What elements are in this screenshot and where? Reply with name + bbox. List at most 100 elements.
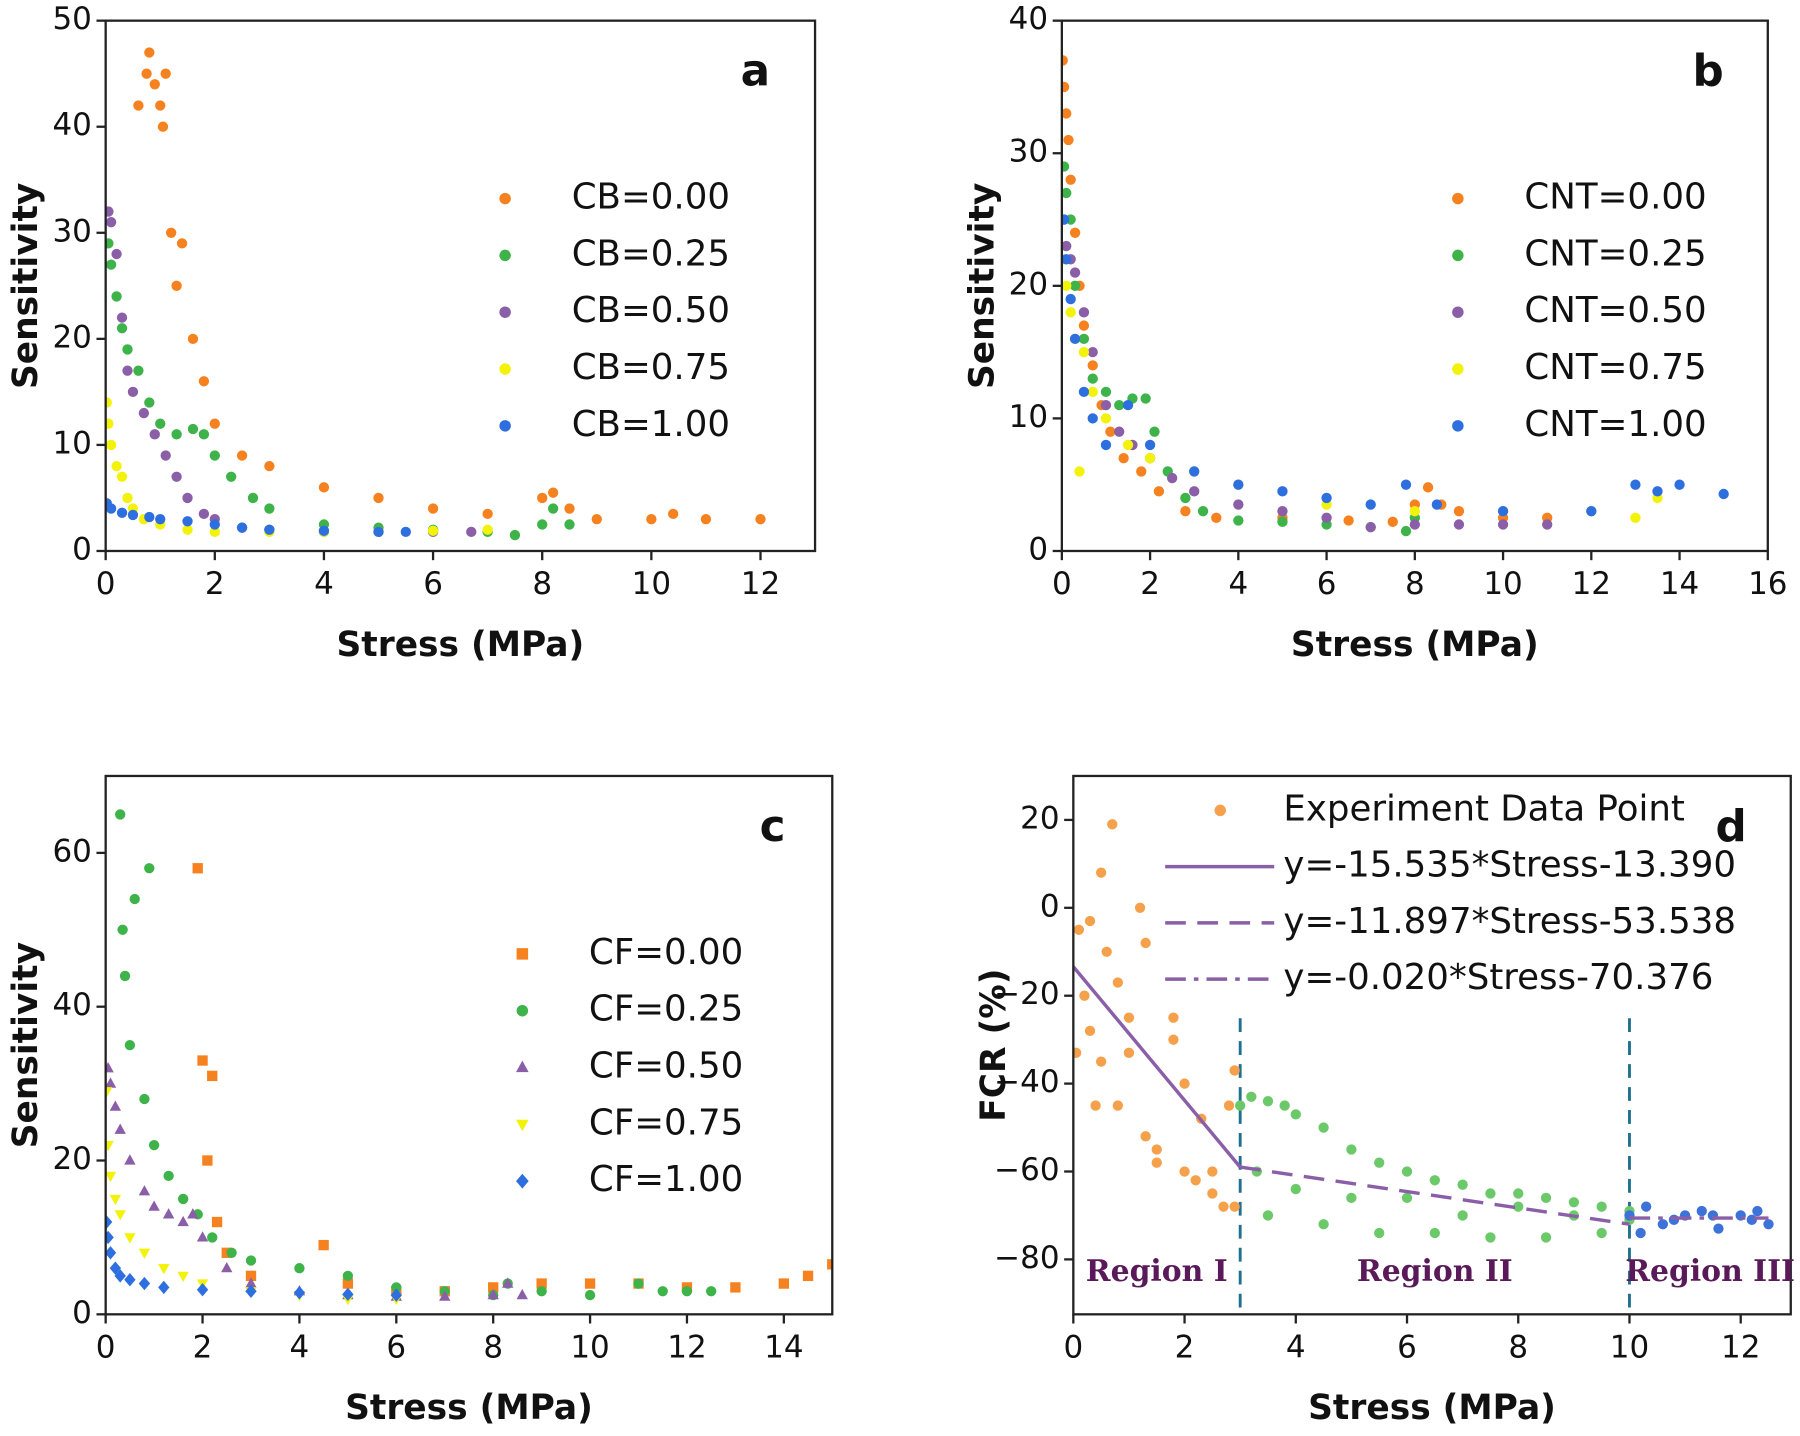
data-point — [245, 1255, 257, 1266]
data-point — [192, 863, 203, 874]
data-point — [1400, 525, 1412, 537]
y-tick-label: 40 — [52, 987, 91, 1023]
legend-label: CF=0.75 — [589, 1102, 743, 1143]
legend-label: CNT=0.00 — [1524, 177, 1706, 218]
data-point — [111, 291, 122, 302]
data-point — [646, 513, 657, 525]
data-point — [105, 397, 112, 408]
data-point — [197, 1055, 208, 1066]
data-point — [1061, 161, 1070, 172]
y-tick-label: 10 — [1009, 399, 1048, 435]
data-point — [584, 1289, 596, 1301]
data-point — [247, 492, 259, 504]
region-label: Region II — [1357, 1254, 1513, 1289]
data-point — [1084, 1025, 1096, 1037]
data-point — [1078, 386, 1090, 398]
panel-label: b — [1692, 46, 1723, 96]
data-point — [105, 259, 117, 270]
data-point — [160, 68, 171, 79]
data-point — [1100, 399, 1112, 411]
data-point — [1457, 1179, 1468, 1190]
data-point — [1718, 488, 1729, 500]
data-point — [155, 513, 166, 525]
data-point — [1752, 1205, 1763, 1217]
data-point — [236, 522, 248, 533]
data-point — [1374, 1157, 1385, 1168]
data-point — [1189, 486, 1200, 497]
data-point — [144, 511, 155, 523]
data-point — [1540, 1192, 1552, 1204]
legend-swatch — [499, 249, 511, 262]
x-tick-label: 12 — [667, 1329, 706, 1365]
data-point — [1497, 506, 1509, 517]
data-point — [138, 1276, 151, 1291]
x-tick-label: 0 — [1063, 1329, 1083, 1365]
data-point — [391, 1282, 402, 1293]
data-point — [1095, 1056, 1107, 1067]
data-point — [547, 503, 559, 514]
y-tick-label: 20 — [52, 1141, 91, 1177]
data-point — [122, 365, 133, 376]
data-point — [1387, 516, 1398, 527]
x-tick-label: 8 — [532, 566, 552, 602]
data-point — [1166, 472, 1178, 484]
data-point — [155, 100, 166, 111]
data-point — [127, 509, 139, 521]
data-point — [730, 1282, 741, 1293]
x-tick-label: 0 — [96, 566, 116, 602]
data-point — [1223, 1100, 1235, 1111]
legend-swatch — [516, 1060, 529, 1073]
data-point — [129, 893, 140, 905]
data-point — [148, 1200, 160, 1211]
axes-frame — [104, 774, 834, 1316]
data-point — [187, 333, 199, 345]
data-point — [111, 248, 122, 260]
data-point — [116, 323, 128, 334]
data-point — [1229, 1201, 1240, 1212]
data-point — [264, 460, 275, 472]
plot-area — [105, 809, 833, 1306]
data-point — [466, 526, 477, 538]
data-point — [115, 809, 126, 820]
data-point — [657, 1286, 668, 1297]
y-tick-label: 0 — [72, 1295, 92, 1331]
data-point — [1211, 512, 1222, 524]
data-point — [221, 1261, 233, 1273]
data-point — [1069, 267, 1081, 278]
data-point — [116, 471, 128, 482]
data-point — [1218, 1201, 1229, 1212]
x-tick-label: 4 — [1228, 566, 1248, 602]
legend-swatch — [1452, 192, 1464, 205]
data-point — [1457, 1210, 1468, 1221]
data-point — [681, 1286, 693, 1297]
data-point — [1542, 519, 1553, 530]
panel: 0 2 4 6 8 10 12 14 16 0 10 20 30 40 Stress (MPa) Sensit… — [962, 1, 1787, 665]
x-tick-label: 6 — [386, 1329, 406, 1365]
data-point — [105, 418, 114, 429]
data-point — [1151, 1144, 1162, 1155]
data-point — [1168, 1034, 1179, 1045]
plot-area — [1061, 55, 1729, 537]
legend-swatch — [1214, 804, 1226, 817]
data-point — [105, 1215, 113, 1229]
y-tick-label: 20 — [1020, 800, 1059, 836]
data-point — [157, 121, 169, 132]
data-point — [1149, 426, 1160, 437]
x-tick-label: 6 — [1397, 1329, 1417, 1365]
data-point — [1087, 360, 1098, 371]
y-tick-label: 50 — [52, 1, 91, 37]
data-point — [1114, 426, 1125, 437]
data-point — [1061, 187, 1072, 199]
x-tick-label: 16 — [1748, 566, 1787, 602]
data-point — [1069, 333, 1081, 345]
data-point — [149, 79, 160, 90]
legend-label: CF=0.00 — [589, 932, 743, 973]
data-point — [439, 1290, 451, 1301]
legend-swatch — [499, 192, 511, 205]
data-point — [196, 1231, 209, 1242]
panel-label: d — [1715, 802, 1746, 852]
y-tick-label: 40 — [1009, 1, 1048, 37]
data-point — [198, 508, 210, 520]
x-tick-label: 0 — [96, 1329, 116, 1365]
